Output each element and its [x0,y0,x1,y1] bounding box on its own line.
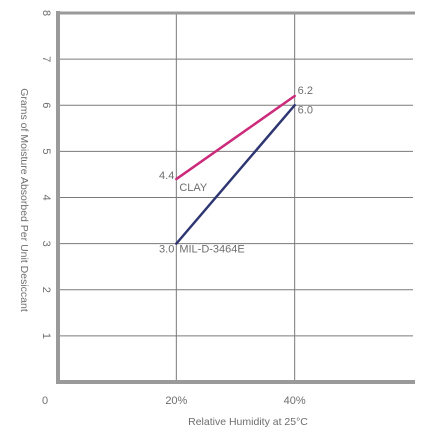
series-name-label-clay: CLAY [179,182,208,194]
y-tick-label-4: 4 [40,194,52,200]
point-label-mil-d-3464e-end: 6.0 [298,104,313,116]
point-label-clay-end: 6.2 [298,85,313,97]
point-label-mil-d-3464e-start: 3.0 [159,244,174,256]
x-axis-title: Relative Humidity at 25°C [188,416,308,428]
y-tick-label-2: 2 [40,287,52,293]
point-label-layer: 4.4 6.2 CLAY 3.0 6.0 MIL-D-3464E [159,85,313,256]
y-tick-label-6: 6 [40,102,52,108]
x-tick-label-40: 40% [284,395,306,407]
y-tick-label-1: 1 [40,333,52,339]
x-tick-label-20: 20% [165,395,187,407]
point-label-clay-start: 4.4 [159,170,174,182]
x-tick-label-0: 0 [42,395,48,407]
tick-label-layer: 1 2 3 4 5 6 7 8 0 20% 40% [40,10,306,407]
series-name-label-mil-d-3464e: MIL-D-3464E [179,244,244,256]
grid-layer [58,12,413,382]
y-tick-label-8: 8 [40,10,52,16]
y-axis-title: Grams of Moisture Absorbed Per Unit Desi… [18,88,30,312]
series-layer [175,94,296,245]
y-tick-label-3: 3 [40,241,52,247]
y-tick-label-5: 5 [40,148,52,154]
plot-frame [56,11,415,384]
series-line-mil-d-3464e [175,104,296,245]
series-line-clay [175,94,296,181]
y-tick-label-7: 7 [40,56,52,62]
